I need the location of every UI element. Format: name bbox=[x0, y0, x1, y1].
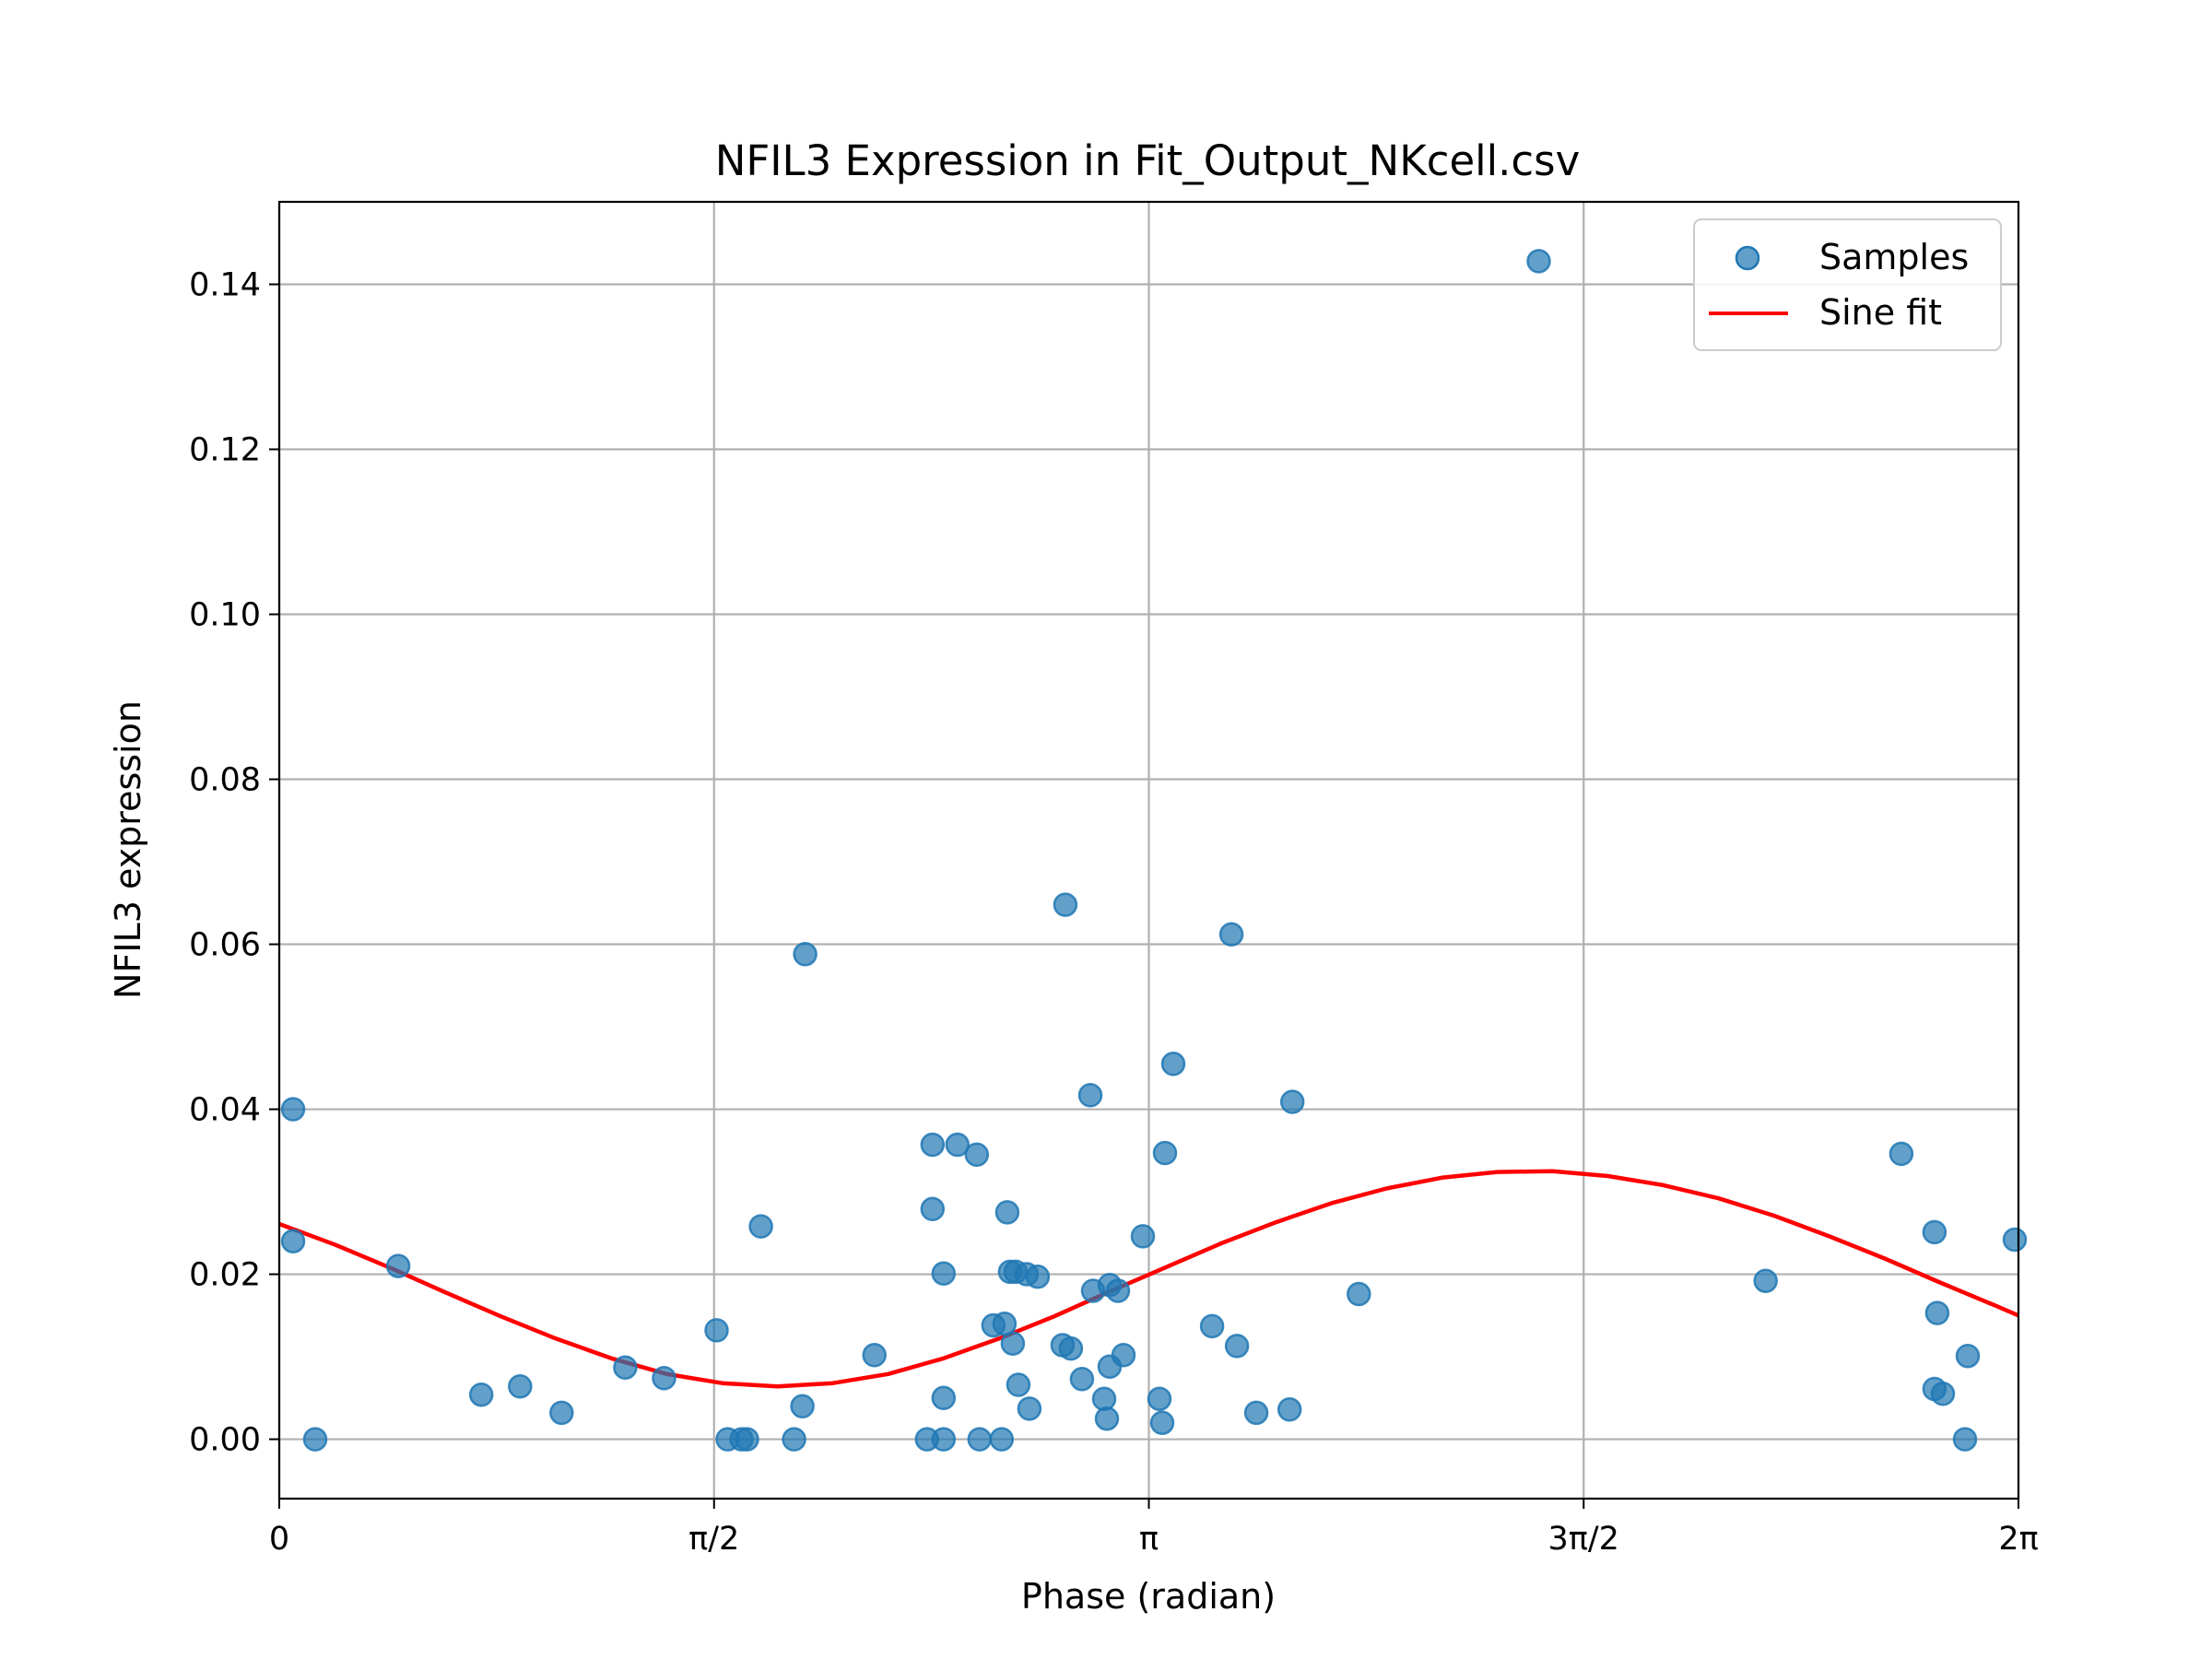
sample-point bbox=[920, 1132, 946, 1158]
sample-point bbox=[1130, 1224, 1156, 1249]
legend-sine-fit-label: Sine fit bbox=[1819, 292, 1942, 333]
sample-point bbox=[790, 1394, 815, 1419]
sample-point bbox=[468, 1382, 494, 1407]
sample-point bbox=[920, 1196, 946, 1222]
sample-point bbox=[508, 1374, 533, 1399]
y-axis: 0.00 0.02 0.04 0.06 0.08 0.10 0.12 0.14 bbox=[189, 267, 279, 1459]
sample-point bbox=[1111, 1343, 1136, 1368]
sample-point bbox=[931, 1261, 957, 1286]
sample-point bbox=[1922, 1219, 1947, 1245]
sample-point bbox=[1888, 1141, 1914, 1167]
y-tick-label: 0.10 bbox=[189, 597, 261, 634]
x-tick-label: 2π bbox=[1998, 1521, 2038, 1558]
sample-point bbox=[1053, 892, 1078, 917]
sample-point bbox=[793, 942, 818, 967]
sample-point bbox=[1952, 1427, 1978, 1452]
sample-point bbox=[1017, 1396, 1042, 1421]
x-axis-label: Phase (radian) bbox=[1021, 1576, 1276, 1617]
sample-point bbox=[748, 1214, 773, 1239]
sample-point bbox=[613, 1355, 638, 1380]
x-axis: 0 π/2 π 3π/2 2π bbox=[269, 1499, 2039, 1558]
grid-lines bbox=[277, 202, 2020, 1499]
legend-samples-label: Samples bbox=[1819, 237, 1969, 277]
y-tick-label: 0.14 bbox=[189, 267, 261, 304]
sample-point bbox=[1753, 1268, 1778, 1293]
sample-point bbox=[1149, 1410, 1175, 1435]
sample-point bbox=[280, 1229, 306, 1253]
legend-samples-marker bbox=[1735, 245, 1760, 271]
sample-point bbox=[1955, 1343, 1981, 1369]
x-tick-label: π/2 bbox=[688, 1521, 739, 1558]
sample-point bbox=[1069, 1366, 1095, 1392]
sample-point bbox=[1277, 1397, 1302, 1422]
sample-point bbox=[1243, 1400, 1269, 1426]
sine-fit-series bbox=[278, 1169, 2019, 1389]
sample-point bbox=[1347, 1281, 1371, 1307]
sample-point bbox=[385, 1253, 411, 1278]
sample-point bbox=[1025, 1264, 1051, 1289]
legend-box bbox=[1693, 218, 2002, 351]
sample-point bbox=[1094, 1406, 1120, 1431]
sample-point bbox=[964, 1142, 990, 1168]
sample-point bbox=[931, 1427, 957, 1452]
sample-point bbox=[945, 1132, 971, 1158]
legend: Samples Sine fit bbox=[1693, 218, 2002, 351]
sample-point bbox=[1199, 1313, 1225, 1339]
sample-point bbox=[931, 1385, 957, 1411]
y-tick-label: 0.12 bbox=[189, 432, 261, 469]
x-tick-label: 0 bbox=[269, 1521, 289, 1558]
sample-point bbox=[989, 1427, 1015, 1452]
sample-point bbox=[1147, 1386, 1172, 1411]
y-tick-label: 0.04 bbox=[189, 1092, 261, 1129]
sample-point bbox=[1218, 922, 1244, 947]
sample-point bbox=[704, 1318, 729, 1343]
sample-point bbox=[2002, 1227, 2028, 1253]
sample-point bbox=[735, 1427, 759, 1452]
sample-point bbox=[1058, 1335, 1084, 1361]
sample-point bbox=[549, 1400, 574, 1426]
samples-series bbox=[280, 249, 2028, 1452]
sample-point bbox=[1105, 1278, 1131, 1303]
sample-point bbox=[1077, 1083, 1103, 1108]
sample-point bbox=[1279, 1089, 1305, 1114]
sine-fit-line bbox=[278, 1169, 2019, 1389]
sample-point bbox=[782, 1427, 806, 1452]
sample-point bbox=[862, 1343, 887, 1368]
sample-point bbox=[1526, 249, 1551, 274]
sample-point bbox=[1006, 1372, 1031, 1397]
y-tick-label: 0.06 bbox=[189, 927, 261, 964]
sample-point bbox=[1160, 1052, 1186, 1077]
y-tick-label: 0.02 bbox=[189, 1257, 261, 1294]
sample-point bbox=[1152, 1140, 1178, 1166]
chart-title: NFIL3 Expression in Fit_Output_NKcell.cs… bbox=[715, 136, 1581, 185]
sample-point bbox=[652, 1366, 677, 1391]
sample-point bbox=[1924, 1300, 1950, 1325]
y-axis-label: NFIL3 expression bbox=[108, 700, 148, 999]
sample-point bbox=[1930, 1382, 1956, 1406]
y-tick-label: 0.00 bbox=[189, 1422, 261, 1459]
sample-point bbox=[1000, 1331, 1026, 1356]
sample-point bbox=[994, 1200, 1020, 1225]
sample-point bbox=[1224, 1334, 1250, 1359]
sample-point bbox=[1091, 1386, 1117, 1411]
sample-point bbox=[280, 1097, 306, 1122]
x-tick-label: π bbox=[1139, 1521, 1159, 1558]
x-tick-label: 3π/2 bbox=[1548, 1521, 1619, 1558]
y-tick-label: 0.08 bbox=[189, 762, 261, 799]
sample-point bbox=[967, 1427, 993, 1452]
sample-point bbox=[302, 1427, 328, 1452]
